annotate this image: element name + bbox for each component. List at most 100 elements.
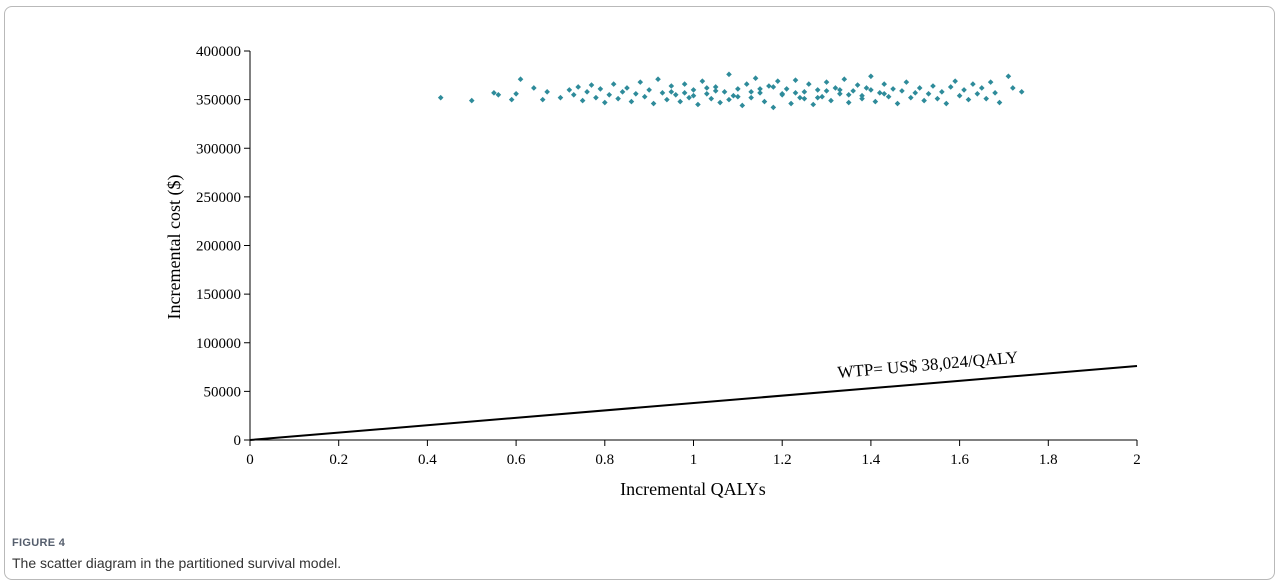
- scatter-point: [517, 76, 524, 83]
- scatter-point: [619, 89, 626, 95]
- scatter-point: [579, 97, 586, 104]
- scatter-point: [783, 86, 790, 92]
- scatter-point: [934, 95, 941, 102]
- scatter-point: [508, 96, 515, 103]
- scatter-point: [863, 85, 870, 91]
- y-tick-label: 50000: [204, 384, 242, 400]
- scatter-point: [806, 81, 812, 87]
- scatter-point: [868, 73, 874, 80]
- x-tick-label: 1: [690, 452, 698, 468]
- x-tick-label: 1.8: [1039, 452, 1058, 468]
- scatter-point: [624, 85, 630, 91]
- x-tick-label: 1.6: [950, 452, 969, 468]
- scatter-point: [832, 85, 839, 91]
- scatter-point: [730, 92, 737, 99]
- scatter-point: [801, 95, 808, 102]
- scatter-point: [566, 87, 573, 93]
- scatter-point: [841, 76, 848, 83]
- scatter-point: [637, 79, 644, 85]
- scatter-point: [930, 83, 936, 89]
- scatter-point: [735, 93, 741, 100]
- scatter-point: [633, 90, 639, 97]
- scatter-point: [588, 82, 595, 88]
- scatter-point: [597, 86, 604, 92]
- x-axis-title: Incremental QALYs: [620, 479, 766, 499]
- scatter-point: [779, 90, 785, 97]
- scatter-point: [748, 94, 754, 101]
- y-tick-label: 0: [234, 433, 242, 449]
- scatter-point: [712, 88, 719, 94]
- x-tick-label: 1.4: [862, 452, 881, 468]
- scatter-point: [766, 83, 772, 89]
- wtp-threshold-line: [249, 365, 1138, 441]
- scatter-point: [1005, 73, 1012, 80]
- scatter-point: [961, 87, 967, 93]
- scatter-point: [952, 78, 958, 84]
- scatter-point: [850, 88, 856, 94]
- scatter-point: [628, 98, 635, 105]
- scatter-point: [681, 81, 688, 87]
- scatter-point: [752, 75, 759, 82]
- scatter-point: [987, 79, 994, 85]
- scatter-point: [814, 87, 821, 93]
- scatter-point: [610, 81, 617, 87]
- scatter-point: [868, 87, 874, 93]
- scatter-point: [828, 97, 834, 104]
- scatter-point: [570, 91, 577, 98]
- scatter-point: [557, 94, 564, 101]
- scatter-point: [912, 90, 919, 96]
- figure-label: FIGURE 4: [12, 537, 66, 549]
- axes: 0 50000 100000 150000 200000 250000 300000 3500…: [196, 44, 1141, 468]
- scatter-point: [748, 89, 754, 95]
- x-tick-label: 1.2: [773, 452, 792, 468]
- figure-caption: The scatter diagram in the partitioned s…: [12, 555, 342, 571]
- scatter-point: [717, 99, 723, 106]
- scatter-point: [770, 84, 777, 90]
- scatter-point: [854, 82, 861, 88]
- scatter-point: [916, 85, 923, 91]
- scatter-point: [602, 99, 608, 106]
- scatter-point: [974, 90, 981, 97]
- scatter-point: [894, 100, 901, 107]
- scatter-point: [908, 94, 914, 101]
- x-tick-label: 2: [1133, 452, 1141, 468]
- scatter-point: [788, 100, 794, 107]
- scatter-point: [792, 90, 799, 96]
- scatter-point: [593, 94, 599, 101]
- scatter-point: [437, 94, 444, 101]
- scatter-point: [925, 90, 932, 97]
- scatter-point: [823, 79, 830, 85]
- scatter-point: [726, 71, 732, 78]
- scatter-point: [770, 104, 777, 111]
- scatter-point: [659, 90, 666, 96]
- scatter-point: [757, 90, 763, 96]
- scatter-points: [437, 71, 1025, 111]
- scatter-point: [810, 101, 817, 108]
- scatter-point: [641, 93, 648, 100]
- scatter-point: [695, 101, 701, 108]
- y-tick-label: 150000: [196, 287, 241, 303]
- scatter-point: [584, 89, 590, 95]
- y-tick-label: 350000: [196, 93, 241, 109]
- scatter-point: [837, 87, 843, 93]
- scatter-point: [881, 90, 888, 97]
- scatter-point: [708, 95, 715, 102]
- scatter-point: [939, 89, 945, 95]
- scatter-point: [650, 100, 657, 107]
- scatter-point: [677, 98, 683, 105]
- scatter-point: [837, 90, 843, 97]
- scatter-point: [881, 81, 888, 87]
- scatter-point: [668, 83, 675, 89]
- scatter-point: [686, 94, 692, 101]
- scatter-point: [704, 85, 710, 91]
- scatter-point: [606, 91, 613, 98]
- y-tick-label: 300000: [196, 141, 241, 157]
- x-tick-label: 0.6: [507, 452, 526, 468]
- y-tick-label: 250000: [196, 190, 241, 206]
- wtp-line-label: WTP= US$ 38,024/QALY: [837, 348, 1019, 382]
- scatter-point: [921, 97, 927, 104]
- scatter-point: [943, 100, 950, 107]
- y-axis-title: Incremental cost ($): [164, 175, 185, 320]
- scatter-point: [491, 90, 497, 96]
